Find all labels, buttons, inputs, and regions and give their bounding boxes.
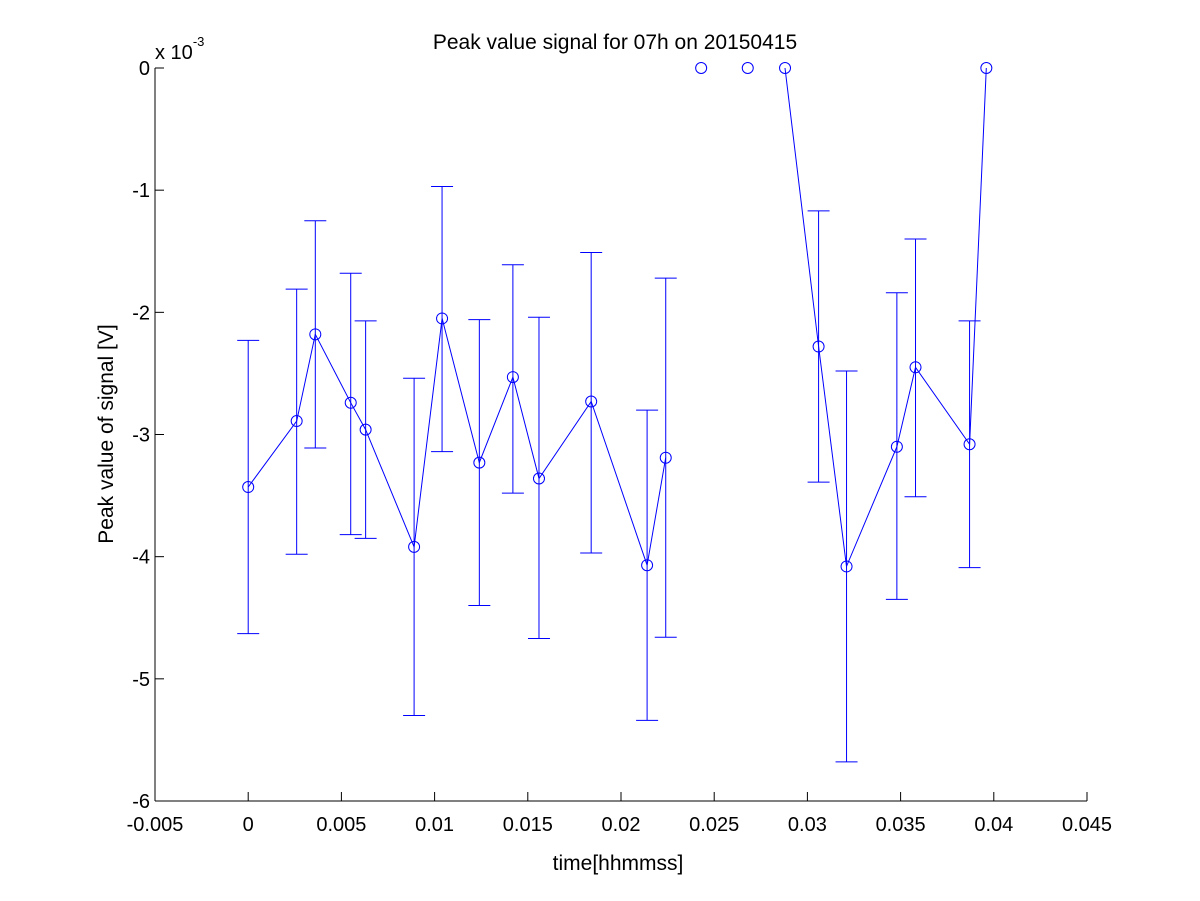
data-point: [641, 559, 654, 572]
data-point: [890, 440, 903, 453]
y-exponent-base: x 10: [155, 42, 193, 64]
data-point: [506, 371, 519, 384]
plot-area: [155, 68, 1087, 801]
x-tick-label: -0.005: [127, 814, 184, 836]
x-tick-label: 0.035: [876, 814, 926, 836]
x-tick-label: 0.025: [689, 814, 739, 836]
data-point: [309, 328, 322, 341]
data-point: [408, 540, 421, 553]
y-tick-label: -5: [132, 669, 150, 691]
x-tick-label: 0: [243, 814, 254, 836]
data-markers: [242, 62, 993, 573]
data-point: [963, 438, 976, 451]
y-exponent-power: -3: [193, 34, 205, 49]
data-point: [585, 395, 598, 408]
data-point: [436, 312, 449, 325]
data-point: [532, 472, 545, 485]
x-tick-label: 0.015: [503, 814, 553, 836]
x-ticks: -0.005 0 0.005 0.01 0.015 0.02 0.025 0.03 0.035 0…: [127, 792, 1112, 836]
y-tick-label: -6: [132, 791, 150, 813]
data-point: [344, 396, 357, 409]
y-axis-label: Peak value of signal [V]: [95, 324, 118, 543]
y-tick-label: -2: [132, 302, 150, 324]
data-point: [359, 423, 372, 436]
y-tick-label: 0: [139, 58, 150, 80]
error-bars: [237, 186, 981, 763]
x-tick-label: 0.04: [974, 814, 1013, 836]
chart-title: Peak value signal for 07h on 20150415: [433, 31, 797, 54]
data-point: [909, 361, 922, 374]
data-point: [290, 415, 303, 428]
data-point: [695, 62, 708, 74]
data-point: [840, 560, 853, 573]
x-axis-label: time[hhmmss]: [553, 852, 684, 875]
x-tick-label: 0.045: [1062, 814, 1112, 836]
data-point: [242, 481, 255, 494]
data-point: [741, 62, 754, 74]
y-tick-label: -4: [132, 547, 150, 569]
data-point: [473, 456, 486, 469]
data-point: [980, 62, 993, 74]
y-exponent-label: x 10-3: [155, 34, 204, 64]
data-point: [779, 62, 792, 74]
y-tick-label: -3: [132, 425, 150, 447]
x-tick-label: 0.02: [602, 814, 641, 836]
x-tick-label: 0.005: [316, 814, 366, 836]
x-tick-label: 0.03: [788, 814, 827, 836]
y-tick-label: -1: [132, 180, 150, 202]
y-ticks: -6 -5 -4 -3 -2 -1 0: [132, 58, 164, 813]
data-point: [812, 340, 825, 353]
x-tick-label: 0.01: [415, 814, 454, 836]
data-point: [659, 451, 672, 464]
